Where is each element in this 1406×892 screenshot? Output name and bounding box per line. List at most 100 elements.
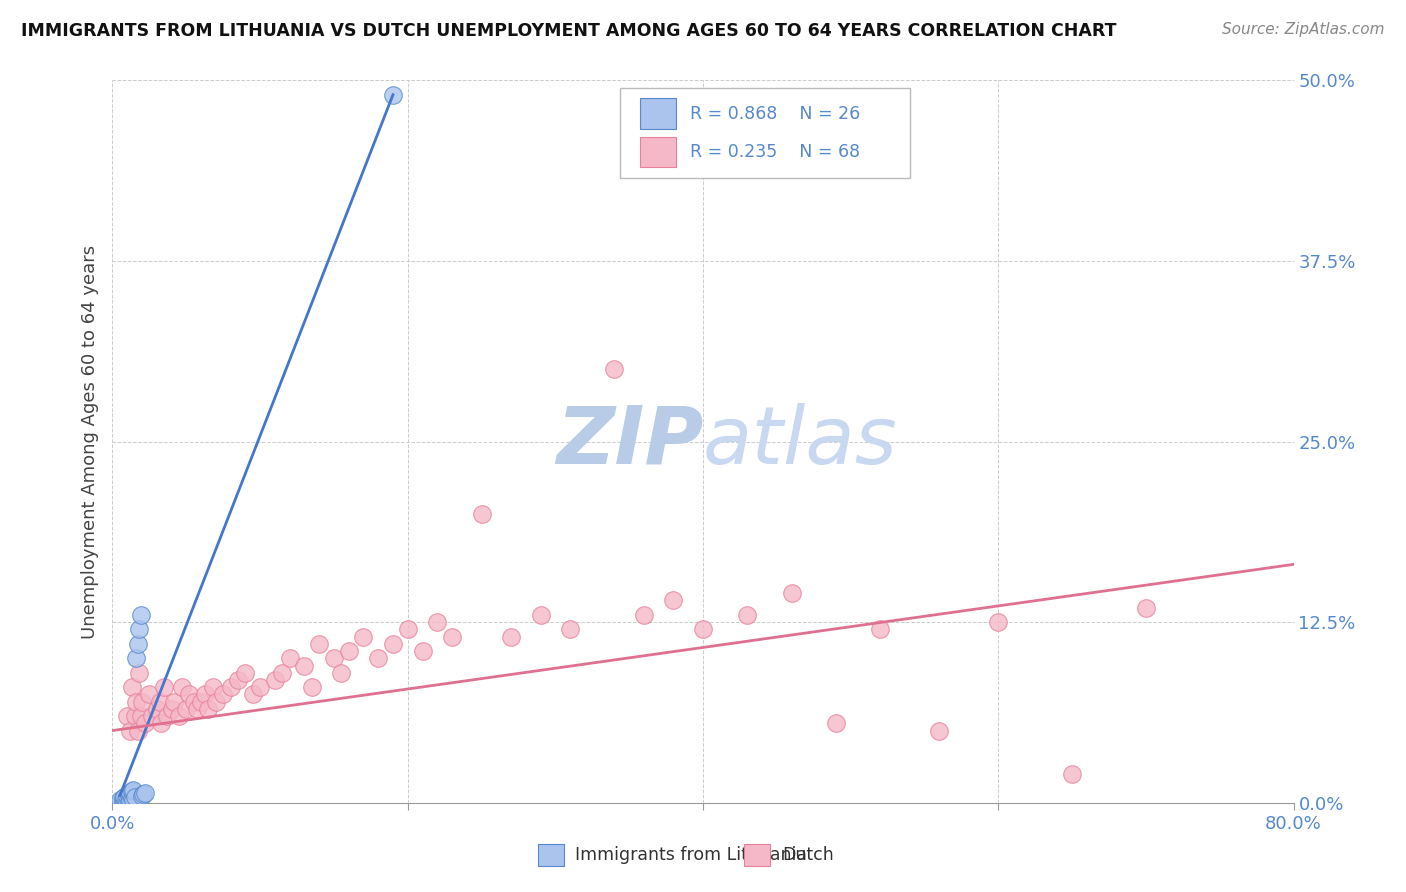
Point xyxy=(692,623,714,637)
Point xyxy=(114,793,136,807)
Point xyxy=(131,695,153,709)
Point xyxy=(824,716,846,731)
Point xyxy=(141,709,163,723)
Y-axis label: Unemployment Among Ages 60 to 64 years: Unemployment Among Ages 60 to 64 years xyxy=(80,244,98,639)
Point xyxy=(278,651,301,665)
Text: Dutch: Dutch xyxy=(782,846,834,863)
Point xyxy=(121,784,143,798)
Point xyxy=(120,793,142,807)
Point xyxy=(146,702,169,716)
Point xyxy=(1135,600,1157,615)
Point xyxy=(127,637,149,651)
Point xyxy=(121,791,143,805)
Point xyxy=(112,794,135,808)
Point xyxy=(127,723,149,738)
Point xyxy=(396,623,419,637)
Point xyxy=(382,87,405,102)
Text: Source: ZipAtlas.com: Source: ZipAtlas.com xyxy=(1222,22,1385,37)
Text: R = 0.868    N = 26: R = 0.868 N = 26 xyxy=(690,104,860,122)
FancyBboxPatch shape xyxy=(744,844,770,865)
Text: R = 0.235    N = 68: R = 0.235 N = 68 xyxy=(690,143,860,161)
Point xyxy=(124,790,146,805)
Point xyxy=(987,615,1010,630)
Point xyxy=(633,607,655,622)
Text: atlas: atlas xyxy=(703,402,898,481)
FancyBboxPatch shape xyxy=(640,98,676,128)
Point xyxy=(337,644,360,658)
Point xyxy=(122,793,145,807)
Point xyxy=(117,789,138,803)
Point xyxy=(118,794,141,808)
Point xyxy=(125,695,148,709)
Point xyxy=(124,709,146,723)
Point xyxy=(129,607,152,622)
Point xyxy=(128,623,150,637)
Point xyxy=(603,362,626,376)
Point xyxy=(149,695,172,709)
Point xyxy=(352,630,374,644)
Point xyxy=(120,786,142,800)
Point xyxy=(264,673,287,687)
Point xyxy=(156,709,179,723)
Point xyxy=(112,790,135,805)
Point xyxy=(662,593,685,607)
Point xyxy=(470,507,494,521)
Point xyxy=(292,658,315,673)
Point xyxy=(330,665,353,680)
Point xyxy=(167,709,190,723)
Point xyxy=(160,702,183,716)
Point xyxy=(249,680,271,694)
Point xyxy=(118,787,141,801)
Point xyxy=(869,623,891,637)
Text: Immigrants from Lithuania: Immigrants from Lithuania xyxy=(575,846,807,863)
Point xyxy=(117,796,138,810)
Point xyxy=(194,687,217,701)
Point xyxy=(125,651,148,665)
Point xyxy=(121,680,143,694)
Point xyxy=(780,586,803,600)
Point xyxy=(129,709,152,723)
Point xyxy=(367,651,389,665)
Point xyxy=(411,644,433,658)
FancyBboxPatch shape xyxy=(640,136,676,167)
FancyBboxPatch shape xyxy=(537,844,564,865)
Point xyxy=(183,695,205,709)
Point xyxy=(529,607,551,622)
Point xyxy=(233,665,256,680)
Point xyxy=(226,673,249,687)
Point xyxy=(150,716,173,731)
Point xyxy=(163,695,186,709)
Point xyxy=(153,680,176,694)
Point xyxy=(308,637,330,651)
Point xyxy=(190,695,212,709)
Point xyxy=(111,796,134,810)
Point xyxy=(134,716,156,731)
Point xyxy=(501,630,523,644)
Text: IMMIGRANTS FROM LITHUANIA VS DUTCH UNEMPLOYMENT AMONG AGES 60 TO 64 YEARS CORREL: IMMIGRANTS FROM LITHUANIA VS DUTCH UNEMP… xyxy=(21,22,1116,40)
Point xyxy=(1062,767,1084,781)
Text: ZIP: ZIP xyxy=(555,402,703,481)
Point xyxy=(441,630,464,644)
Point xyxy=(122,782,145,797)
Point xyxy=(117,709,138,723)
Point xyxy=(271,665,294,680)
Point xyxy=(138,687,160,701)
Point xyxy=(134,786,156,800)
Point xyxy=(174,702,197,716)
Point xyxy=(219,680,242,694)
Point xyxy=(205,695,228,709)
Point xyxy=(108,796,131,810)
Point xyxy=(201,680,224,694)
Point xyxy=(132,787,155,801)
Point xyxy=(426,615,449,630)
Point xyxy=(323,651,346,665)
FancyBboxPatch shape xyxy=(620,87,910,178)
Point xyxy=(212,687,235,701)
Point xyxy=(120,723,142,738)
Point xyxy=(108,793,131,807)
Point xyxy=(170,680,193,694)
Point xyxy=(111,791,134,805)
Point xyxy=(928,723,950,738)
Point xyxy=(558,623,582,637)
Point xyxy=(737,607,759,622)
